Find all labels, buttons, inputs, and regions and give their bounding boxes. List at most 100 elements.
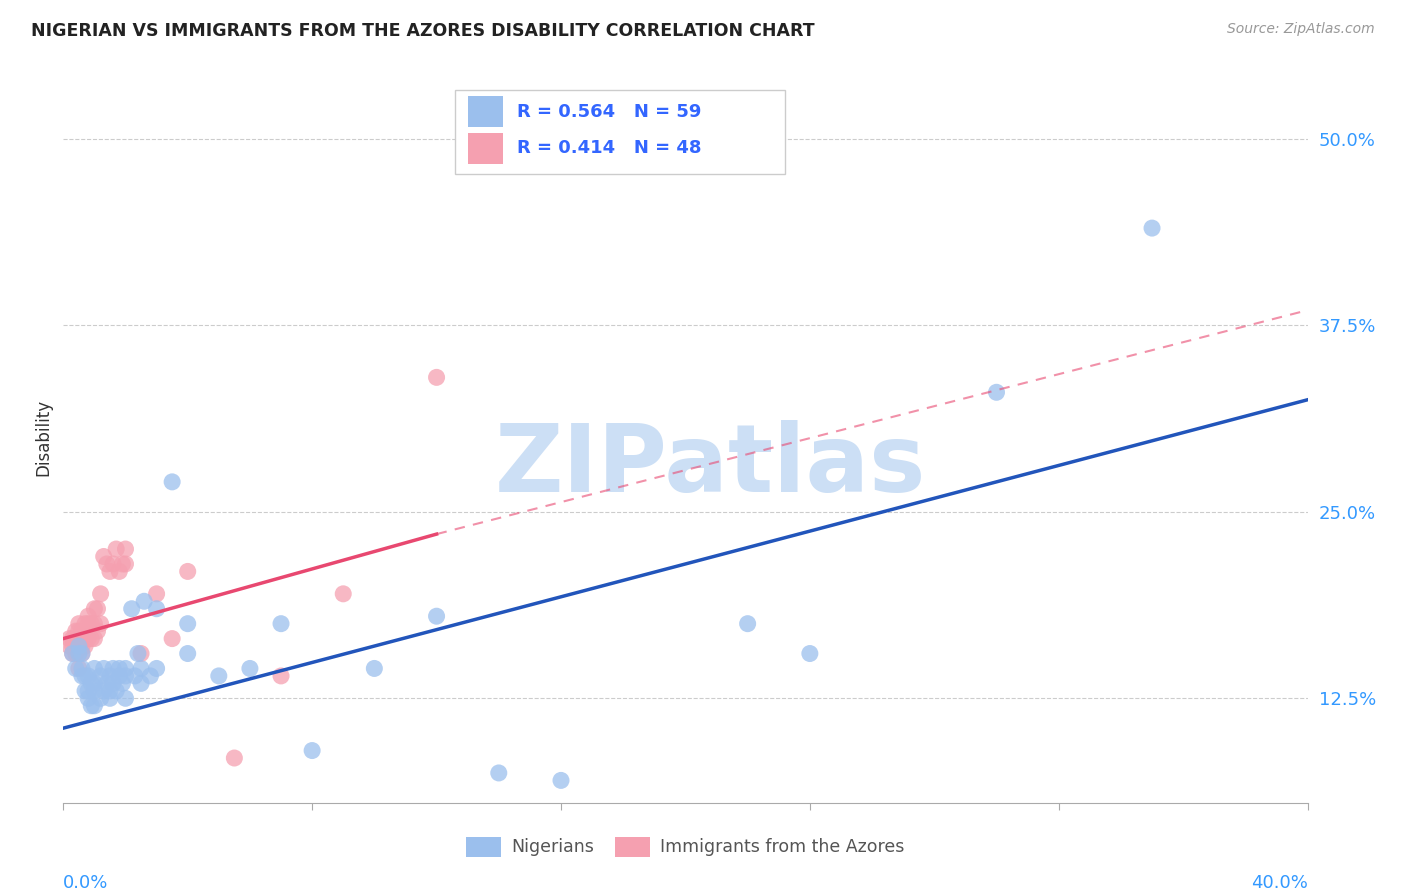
Point [134, 594, 156, 608]
FancyBboxPatch shape [456, 90, 785, 174]
Point [114, 557, 136, 571]
FancyBboxPatch shape [468, 96, 502, 127]
Text: 0.0%: 0.0% [63, 874, 108, 892]
Point [98, 669, 121, 683]
Point [550, 773, 572, 788]
Point [83, 661, 105, 675]
Point [145, 601, 167, 615]
Point [86, 601, 108, 615]
Point [737, 616, 759, 631]
Point [96, 676, 118, 690]
Point [177, 616, 200, 631]
Point [65, 639, 87, 653]
Point [65, 647, 87, 661]
Text: NIGERIAN VS IMMIGRANTS FROM THE AZORES DISABILITY CORRELATION CHART: NIGERIAN VS IMMIGRANTS FROM THE AZORES D… [31, 22, 814, 40]
Point [98, 691, 121, 706]
Legend: Nigerians, Immigrants from the Azores: Nigerians, Immigrants from the Azores [460, 830, 911, 863]
Text: R = 0.414   N = 48: R = 0.414 N = 48 [517, 139, 702, 157]
Point [67, 661, 90, 675]
FancyBboxPatch shape [468, 133, 502, 163]
Point [73, 632, 96, 646]
Point [101, 557, 124, 571]
Point [93, 549, 115, 564]
Point [121, 601, 143, 615]
Point [62, 639, 84, 653]
Point [177, 565, 200, 579]
Point [224, 751, 246, 765]
Point [70, 624, 93, 639]
Point [77, 683, 100, 698]
Point [208, 669, 231, 683]
Point [114, 661, 136, 675]
Point [67, 624, 90, 639]
Point [488, 766, 510, 780]
Point [62, 632, 84, 646]
Point [70, 669, 93, 683]
Point [83, 616, 105, 631]
Point [426, 370, 449, 384]
Point [83, 632, 105, 646]
Point [239, 661, 262, 675]
Point [90, 587, 112, 601]
Point [111, 676, 134, 690]
Point [129, 676, 152, 690]
Text: ZIPatlas: ZIPatlas [495, 420, 927, 512]
Point [363, 661, 385, 675]
Point [1140, 221, 1163, 235]
Point [799, 647, 821, 661]
Point [67, 639, 90, 653]
Point [83, 698, 105, 713]
Point [73, 669, 96, 683]
Point [114, 542, 136, 557]
Point [426, 609, 449, 624]
Point [67, 639, 90, 653]
Point [73, 639, 96, 653]
Point [67, 647, 90, 661]
Point [83, 683, 105, 698]
Point [58, 639, 80, 653]
Point [67, 647, 90, 661]
Text: Source: ZipAtlas.com: Source: ZipAtlas.com [1227, 22, 1375, 37]
Point [270, 669, 292, 683]
Point [160, 475, 183, 489]
Point [80, 676, 103, 690]
Point [77, 691, 100, 706]
Point [93, 683, 115, 698]
Point [70, 661, 93, 675]
Point [77, 669, 100, 683]
Point [160, 632, 183, 646]
Point [145, 661, 167, 675]
Point [114, 669, 136, 683]
Point [108, 669, 131, 683]
Point [111, 557, 134, 571]
Point [177, 647, 200, 661]
Point [332, 587, 354, 601]
Point [90, 691, 112, 706]
Point [80, 616, 103, 631]
Point [98, 683, 121, 698]
Point [96, 557, 118, 571]
Point [77, 616, 100, 631]
Point [98, 565, 121, 579]
Point [105, 683, 128, 698]
Point [86, 624, 108, 639]
Point [73, 683, 96, 698]
Point [101, 676, 124, 690]
Point [80, 632, 103, 646]
Point [93, 661, 115, 675]
Point [129, 647, 152, 661]
Point [70, 639, 93, 653]
Point [139, 669, 162, 683]
Point [73, 616, 96, 631]
Point [129, 661, 152, 675]
Point [101, 661, 124, 675]
Point [83, 601, 105, 615]
Point [986, 385, 1008, 400]
Point [108, 565, 131, 579]
Point [80, 698, 103, 713]
Point [124, 669, 146, 683]
Point [108, 661, 131, 675]
Point [65, 624, 87, 639]
Point [62, 647, 84, 661]
Point [114, 691, 136, 706]
